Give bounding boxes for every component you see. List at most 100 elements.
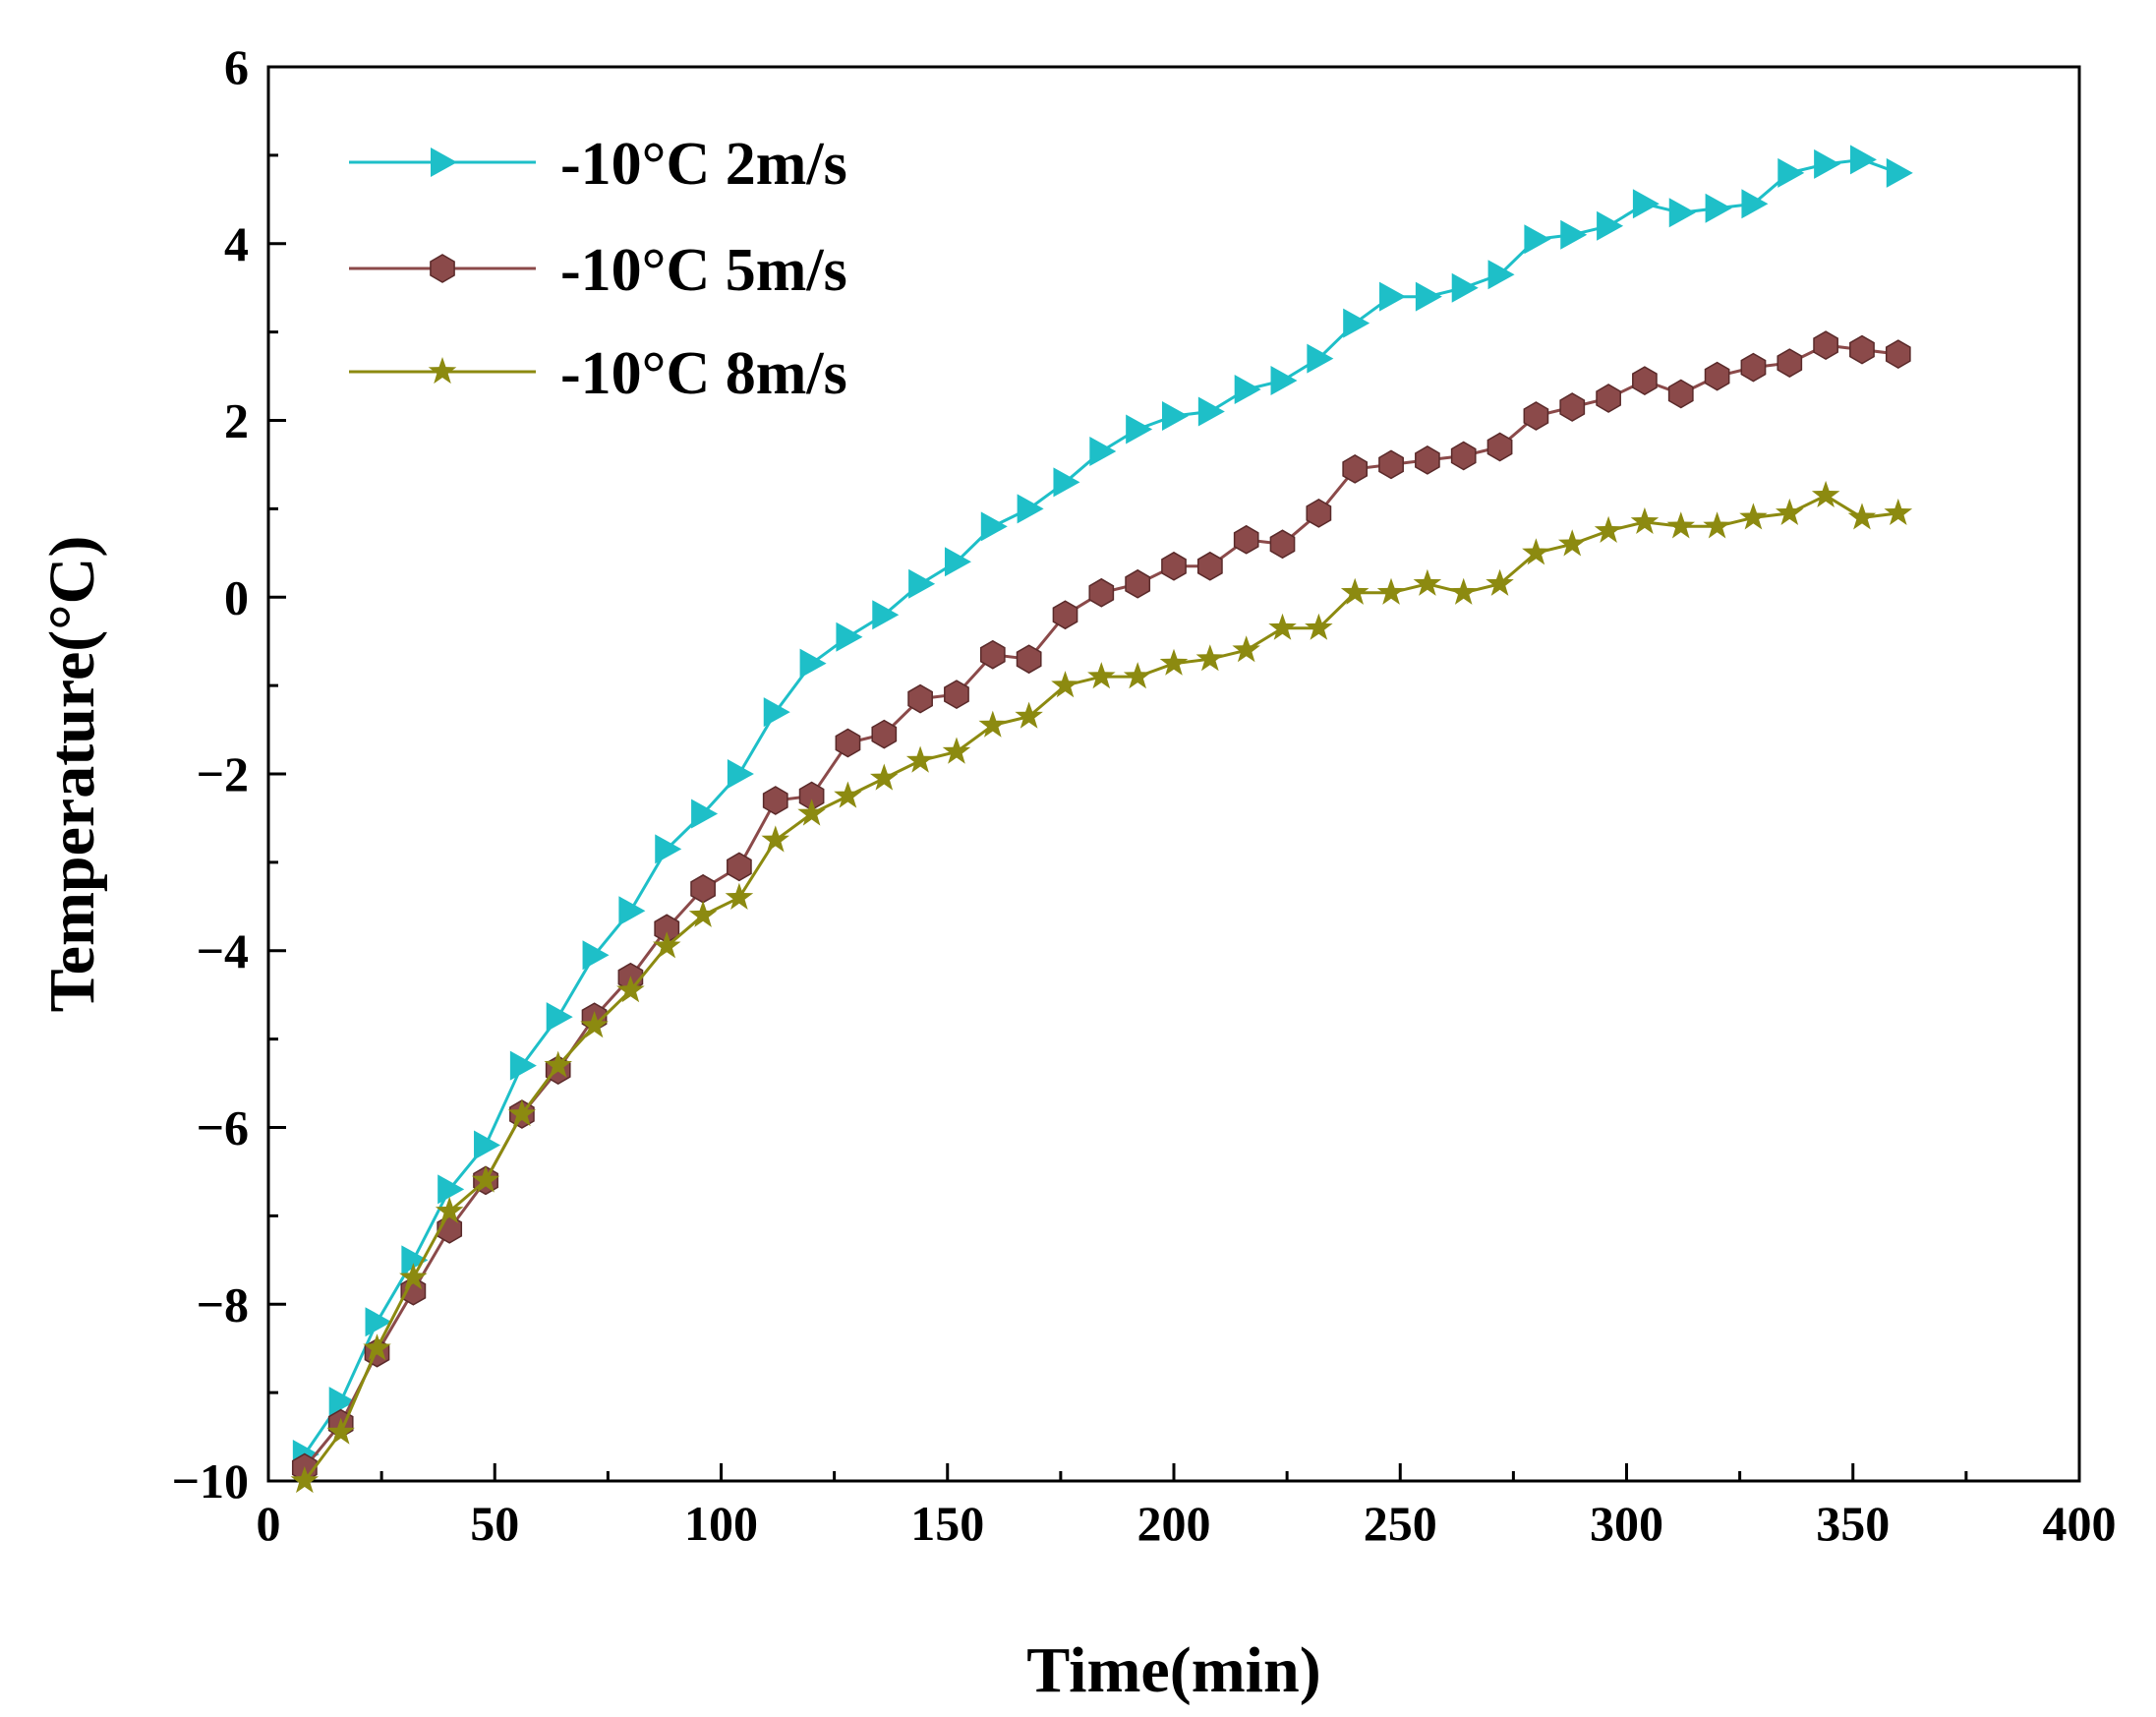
legend-item: -10°C 2m/s	[349, 131, 847, 198]
data-point	[1015, 701, 1043, 729]
data-point	[1270, 366, 1298, 396]
data-point	[727, 759, 754, 789]
data-point	[1232, 635, 1260, 663]
data-point	[1740, 352, 1767, 383]
data-point	[1161, 551, 1187, 581]
data-point	[399, 1263, 428, 1290]
data-point	[616, 976, 645, 1003]
y-tick-label: −2	[197, 746, 250, 801]
data-point	[1705, 193, 1732, 223]
data-point	[1268, 613, 1297, 640]
data-point	[1522, 538, 1550, 565]
plot-frame	[266, 65, 2081, 1483]
legend-label: -10°C 2m/s	[560, 131, 847, 198]
data-point	[688, 900, 718, 927]
data-point	[1340, 577, 1369, 605]
data-point	[1305, 613, 1333, 640]
x-tick-label: 350	[1816, 1496, 1890, 1551]
data-point	[797, 799, 826, 826]
data-point	[1777, 348, 1803, 378]
y-tick-label: 4	[224, 216, 249, 271]
data-point	[1704, 361, 1730, 391]
series-1	[292, 145, 1913, 1470]
data-point	[871, 719, 898, 749]
data-point	[1089, 436, 1117, 466]
data-point	[1197, 396, 1225, 427]
data-point	[1487, 260, 1515, 290]
data-point	[836, 622, 863, 652]
data-point	[727, 852, 752, 882]
data-point	[1523, 401, 1549, 431]
legend-item: -10°C 5m/s	[349, 237, 847, 304]
data-point	[1739, 503, 1768, 530]
x-tick-label: 100	[684, 1496, 758, 1551]
data-point	[908, 568, 936, 599]
series-line	[303, 343, 1898, 1469]
data-point	[1630, 506, 1660, 534]
series-2	[291, 330, 1911, 1483]
data-point	[1885, 339, 1911, 369]
data-point	[834, 781, 862, 808]
data-point	[1376, 577, 1406, 605]
data-point	[435, 1196, 464, 1223]
data-point	[870, 763, 899, 791]
data-point	[471, 1165, 500, 1193]
series-line	[303, 157, 1899, 1455]
tick-labels: 0 50 100 150 200 250 300 350 400 −10 −8 −6 −4 −2 0 2 4 6	[172, 39, 2117, 1551]
data-point	[1233, 524, 1259, 555]
data-point	[365, 1307, 392, 1337]
legend-label: -10°C 8m/s	[560, 340, 847, 407]
data-point	[979, 639, 1006, 670]
data-point	[1016, 644, 1042, 675]
x-tick-label: 200	[1137, 1496, 1211, 1551]
data-point	[1811, 480, 1840, 507]
data-point	[1886, 157, 1913, 188]
data-point	[582, 940, 610, 971]
data-point	[761, 825, 789, 853]
data-point	[980, 511, 1008, 542]
data-point	[1123, 662, 1152, 689]
data-point	[618, 896, 646, 926]
y-tick-label: 6	[224, 39, 249, 94]
data-point	[1051, 671, 1079, 698]
data-point	[944, 547, 971, 577]
x-axis-title: Time(min)	[1026, 1634, 1320, 1706]
legend-marker	[428, 357, 457, 385]
data-point	[1052, 600, 1078, 630]
data-point	[942, 737, 971, 764]
data-point	[1777, 157, 1805, 188]
data-point	[1559, 392, 1586, 422]
y-tick-label: −4	[197, 923, 250, 978]
data-point	[1159, 648, 1189, 676]
data-point	[1415, 445, 1440, 475]
data-point	[1306, 499, 1332, 528]
data-point	[1741, 189, 1769, 219]
data-point	[799, 648, 827, 679]
x-tick-label: 250	[1364, 1496, 1437, 1551]
data-point	[690, 873, 716, 904]
data-point	[437, 1174, 465, 1205]
data-point	[1017, 494, 1044, 524]
data-point	[401, 1245, 429, 1275]
data-point	[363, 1333, 391, 1361]
data-point	[1449, 577, 1478, 605]
data-point	[1884, 498, 1913, 525]
y-tick-label: 0	[224, 569, 249, 624]
data-point	[1667, 379, 1694, 409]
y-tick-label: −10	[172, 1453, 250, 1509]
data-point	[1053, 467, 1080, 498]
data-point	[1269, 529, 1296, 560]
data-point	[1415, 281, 1442, 312]
data-point	[655, 834, 682, 864]
data-point	[1776, 498, 1804, 525]
data-point	[978, 710, 1008, 738]
data-point	[1088, 577, 1115, 608]
data-point	[326, 1417, 355, 1445]
data-point	[1813, 330, 1838, 360]
series-line	[303, 494, 1898, 1482]
series-layer	[290, 145, 1913, 1494]
data-point	[1126, 414, 1153, 444]
legend-marker	[431, 148, 457, 177]
data-point	[1378, 449, 1404, 480]
